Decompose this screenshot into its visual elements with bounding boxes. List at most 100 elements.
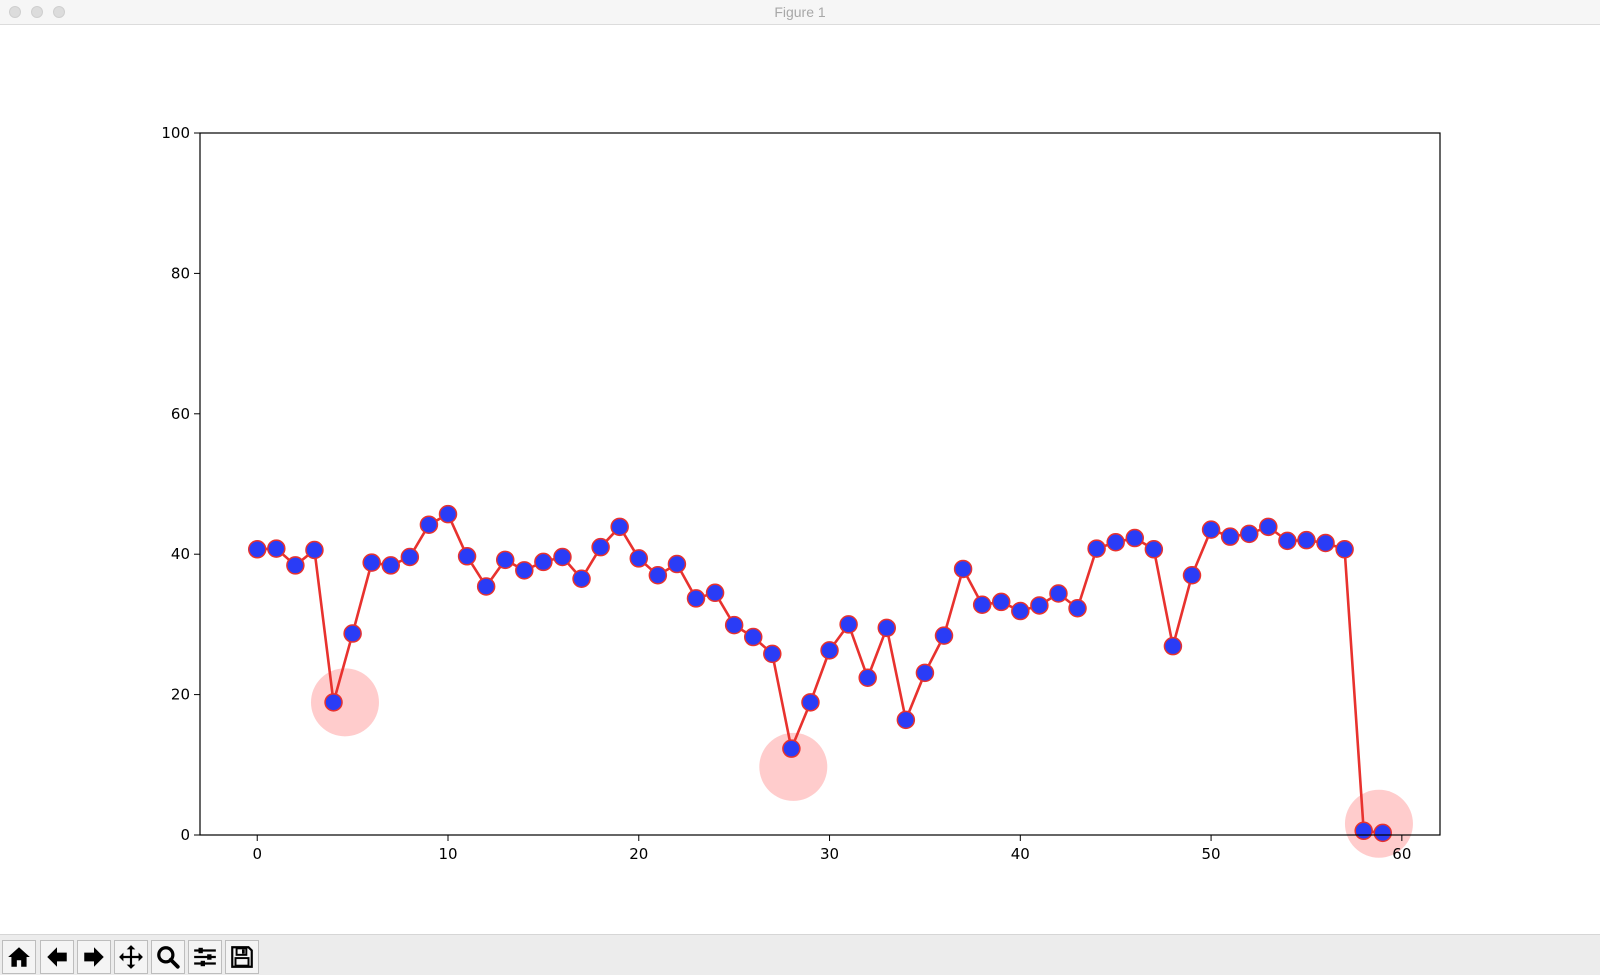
data-point xyxy=(534,552,553,572)
data-point xyxy=(743,627,763,647)
y-tick-label: 20 xyxy=(171,686,190,704)
pan-icon xyxy=(119,945,143,969)
plot-frame xyxy=(199,132,1441,836)
data-point xyxy=(1201,520,1221,539)
data-point xyxy=(667,554,687,574)
data-point xyxy=(591,537,610,557)
data-point xyxy=(915,663,935,683)
data-point xyxy=(1087,539,1106,558)
minimize-window-button[interactable] xyxy=(31,6,43,18)
data-point xyxy=(1316,533,1335,553)
data-point xyxy=(629,549,649,568)
window-title: Figure 1 xyxy=(774,4,826,20)
marker-group xyxy=(247,504,1393,843)
x-tick-label: 20 xyxy=(629,845,648,863)
forward-button[interactable] xyxy=(77,940,111,974)
data-point xyxy=(1030,596,1049,615)
pan-button[interactable] xyxy=(114,940,148,974)
x-tick-label: 40 xyxy=(1011,845,1030,863)
data-point xyxy=(438,504,458,524)
data-point xyxy=(896,710,916,730)
data-point xyxy=(1278,531,1297,551)
data-point xyxy=(324,693,343,712)
configure-subplots-icon xyxy=(194,947,216,967)
data-point xyxy=(686,589,706,608)
data-point xyxy=(705,583,725,603)
x-tick-label: 50 xyxy=(1202,845,1221,863)
data-point xyxy=(991,592,1011,612)
data-point xyxy=(839,615,858,634)
figure-toolbar xyxy=(0,934,1600,975)
data-point xyxy=(267,539,286,558)
save-button[interactable] xyxy=(225,940,259,974)
data-point xyxy=(763,644,782,664)
data-point xyxy=(515,561,534,580)
zoom-icon xyxy=(157,946,180,969)
data-point xyxy=(1011,601,1030,621)
data-point xyxy=(1125,528,1145,548)
x-axis: 0 10 20 30 40 50 60 xyxy=(252,835,1411,863)
close-window-button[interactable] xyxy=(9,6,21,18)
y-tick-label: 100 xyxy=(161,124,190,142)
data-point xyxy=(286,556,305,575)
data-point xyxy=(877,618,897,638)
data-point xyxy=(1239,524,1259,544)
x-tick-label: 30 xyxy=(820,845,839,863)
data-point xyxy=(782,739,801,758)
window-titlebar: Figure 1 xyxy=(0,0,1600,25)
y-tick-label: 40 xyxy=(171,545,190,563)
zoom-window-button[interactable] xyxy=(53,6,65,18)
data-point xyxy=(1220,527,1240,546)
data-point xyxy=(419,515,439,534)
data-point xyxy=(362,553,381,572)
data-point xyxy=(1049,584,1068,603)
data-point xyxy=(858,668,877,688)
data-point xyxy=(1354,821,1373,841)
data-point xyxy=(648,566,668,585)
y-tick-label: 0 xyxy=(180,826,190,844)
data-point xyxy=(724,615,744,635)
back-icon xyxy=(47,947,67,967)
data-point xyxy=(972,595,992,614)
highlight-circle-1 xyxy=(759,732,828,801)
line-chart[interactable]: 0 10 20 30 40 50 60 0 20 40 60 80 100 xyxy=(0,25,1600,933)
data-point xyxy=(247,540,267,559)
data-point xyxy=(1259,517,1278,537)
back-button[interactable] xyxy=(40,940,74,974)
data-point xyxy=(953,559,973,579)
data-point xyxy=(801,693,820,712)
y-tick-label: 80 xyxy=(171,264,190,282)
home-button[interactable] xyxy=(2,940,36,974)
data-point xyxy=(1144,540,1164,559)
home-icon xyxy=(8,947,30,967)
data-point xyxy=(820,641,839,660)
zoom-button[interactable] xyxy=(151,940,185,974)
save-icon xyxy=(231,946,253,968)
data-point xyxy=(457,547,477,566)
x-tick-label: 0 xyxy=(252,845,262,863)
configure-subplots-button[interactable] xyxy=(188,940,222,974)
data-point xyxy=(1163,636,1183,656)
x-tick-label: 60 xyxy=(1392,845,1411,863)
data-point xyxy=(343,624,362,643)
data-point xyxy=(553,547,572,567)
data-point xyxy=(1373,823,1393,843)
highlight-group xyxy=(310,668,1413,858)
forward-icon xyxy=(84,947,104,967)
data-point xyxy=(1106,533,1125,552)
y-axis: 0 20 40 60 80 100 xyxy=(161,124,200,844)
data-point xyxy=(1335,540,1354,559)
data-point xyxy=(400,547,420,567)
data-point xyxy=(305,540,324,560)
y-tick-label: 60 xyxy=(171,405,190,423)
data-point xyxy=(610,517,629,537)
highlight-circle-0 xyxy=(310,668,379,737)
data-point xyxy=(381,556,401,575)
data-point xyxy=(495,550,515,570)
data-point xyxy=(934,626,954,645)
data-point xyxy=(1068,599,1087,618)
x-tick-label: 10 xyxy=(438,845,457,863)
data-point xyxy=(572,569,591,589)
data-point xyxy=(476,577,496,596)
data-point xyxy=(1182,566,1202,585)
